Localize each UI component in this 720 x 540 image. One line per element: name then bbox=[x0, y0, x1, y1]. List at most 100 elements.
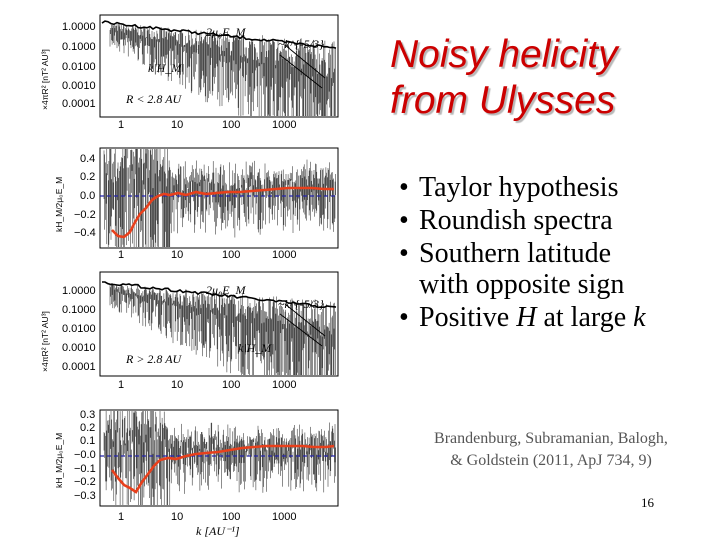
panel-2-ytick-1: 0.2 bbox=[80, 171, 95, 183]
panel-2-ytick-3: −0.2 bbox=[74, 209, 96, 221]
bullet-list: • Taylor hypothesis • Roundish spectra • So… bbox=[399, 172, 714, 335]
bullet-dot-icon: • bbox=[399, 205, 409, 236]
panel-3-em-label: 2μ₀E_M bbox=[206, 283, 247, 297]
bullet-dot-icon: • bbox=[399, 238, 409, 269]
panel-4-xlabel: k [AU⁻¹] bbox=[196, 524, 240, 538]
panel-3-ytick-2: 0.0100 bbox=[62, 323, 96, 335]
panel-4-ytick-2: 0.1 bbox=[80, 435, 95, 447]
panel-energy-north: 1.0000 0.1000 0.0100 0.0010 0.0001 1 10 … bbox=[40, 271, 339, 391]
panel-3-noise bbox=[109, 283, 336, 375]
figure-svg: 1.0000 0.1000 0.0100 0.0010 0.0001 1 10 … bbox=[40, 14, 339, 538]
panel-helicity-south: 0.4 0.2 0.0 −0.2 −0.4 1 10 100 1000 kH_M… bbox=[54, 147, 339, 261]
panel-3-ytick-1: 0.1000 bbox=[62, 304, 96, 316]
panel-3-xtick-2: 100 bbox=[222, 379, 240, 391]
panel-1-xtick-1: 10 bbox=[171, 119, 183, 131]
panel-1-ytick-3: 0.0010 bbox=[62, 80, 96, 92]
panel-1-ytick-4: 0.0001 bbox=[62, 98, 96, 110]
bullet-text: Taylor hypothesis bbox=[419, 172, 619, 203]
title-line-1: Noisy helicity bbox=[390, 33, 618, 76]
panel-4-xtick-3: 1000 bbox=[272, 511, 296, 523]
title-line-2: from Ulysses bbox=[390, 79, 616, 122]
panel-2-frame bbox=[99, 147, 339, 249]
panel-1-slope-line-b bbox=[279, 54, 323, 89]
bullet-item: • Roundish spectra bbox=[399, 205, 714, 236]
panel-4-ytick-0: 0.3 bbox=[80, 409, 95, 421]
panel-4-xtick-0: 1 bbox=[118, 511, 124, 523]
panel-1-ytick-2: 0.0100 bbox=[62, 61, 96, 73]
bullet-text-mid: at large bbox=[536, 302, 634, 333]
bullet-dot-icon: • bbox=[399, 172, 409, 203]
bullet-item: • Positive H at large k bbox=[399, 302, 714, 333]
panel-2-xtick-2: 100 bbox=[222, 249, 240, 261]
noise-trace bbox=[109, 283, 336, 375]
panel-1-frame bbox=[99, 14, 339, 118]
panel-4-noise bbox=[103, 411, 336, 505]
panel-2-xtick-1: 10 bbox=[171, 249, 183, 261]
panel-1-em-line bbox=[101, 20, 337, 49]
bullet-dot-icon: • bbox=[399, 302, 409, 333]
citation: Brandenburg, Subramanian, Balogh, & Gold… bbox=[415, 428, 687, 472]
panel-2-noise bbox=[103, 149, 336, 247]
panel-1-hm-label: k|H_M| bbox=[148, 61, 185, 75]
panel-4-binned-line bbox=[110, 444, 335, 494]
panel-energy-south: 1.0000 0.1000 0.0100 0.0010 0.0001 1 10 … bbox=[40, 14, 339, 131]
bullet-symbol-h: H bbox=[516, 302, 537, 333]
panel-3-hm-label: k|H_M| bbox=[238, 341, 275, 355]
panel-2-xtick-0: 1 bbox=[118, 249, 124, 261]
panel-1-xtick-0: 1 bbox=[118, 119, 124, 131]
citation-line-2: & Goldstein (2011, ApJ 734, 9) bbox=[450, 452, 652, 469]
panel-2-binned-line bbox=[111, 186, 334, 239]
panel-3-xtick-3: 1000 bbox=[272, 379, 296, 391]
panel-4-ytick-1: 0.2 bbox=[80, 422, 95, 434]
panel-2-ytick-0: 0.4 bbox=[80, 153, 95, 165]
panel-4-ytick-4: −0.1 bbox=[74, 463, 96, 475]
bullet-item: • Taylor hypothesis bbox=[399, 172, 714, 203]
panel-4-frame bbox=[99, 409, 339, 507]
panel-3-slope-label: ~k^{-5/3} bbox=[278, 297, 324, 311]
panel-4-ytick-3: −0.0 bbox=[74, 449, 96, 461]
panel-3-ylabel: ×4πR² [nT² AU³] bbox=[40, 311, 50, 372]
panel-3-region-label: R > 2.8 AU bbox=[125, 352, 183, 366]
panel-3-slope-line-b bbox=[279, 313, 323, 347]
panel-3-ytick-4: 0.0001 bbox=[62, 361, 96, 373]
panel-3-xtick-1: 10 bbox=[171, 379, 183, 391]
bullet-symbol-k: k bbox=[633, 302, 646, 333]
noise-trace bbox=[109, 24, 336, 116]
bullet-text: Roundish spectra bbox=[419, 205, 613, 236]
panel-1-em-label: 2μ₀E_M bbox=[206, 25, 247, 39]
panel-1-xtick-3: 1000 bbox=[272, 119, 296, 131]
bullet-text: Positive bbox=[419, 302, 517, 333]
panel-1-slope-line-a bbox=[284, 44, 326, 79]
panel-3-ytick-3: 0.0010 bbox=[62, 342, 96, 354]
panel-4-ylabel: kH_M/2μ₀E_M bbox=[54, 433, 64, 488]
panel-3-slope-line-a bbox=[284, 303, 326, 337]
bullet-text-continued: with opposite sign bbox=[419, 269, 625, 300]
panel-1-slope-label: ~k^{-5/3} bbox=[278, 37, 324, 51]
panel-2-ytick-2: 0.0 bbox=[80, 190, 95, 202]
panel-3-em-line bbox=[102, 281, 337, 309]
noise-trace bbox=[103, 149, 336, 247]
panel-3-xtick-0: 1 bbox=[118, 379, 124, 391]
bullet-item: • Southern latitude with opposite sign bbox=[399, 238, 714, 300]
panel-1-noise bbox=[109, 24, 336, 116]
panel-1-ylabel: ×4πR² [nT² AU³] bbox=[40, 49, 50, 110]
panel-1-ytick-0: 1.0000 bbox=[62, 21, 96, 33]
panel-4-xtick-1: 10 bbox=[171, 511, 183, 523]
panel-helicity-north: 0.3 0.2 0.1 −0.0 −0.1 −0.2 −0.3 1 10 100… bbox=[54, 409, 339, 538]
noise-trace bbox=[103, 411, 336, 505]
ulysses-figure: 1.0000 0.1000 0.0100 0.0010 0.0001 1 10 … bbox=[0, 0, 340, 540]
panel-1-xtick-2: 100 bbox=[222, 119, 240, 131]
panel-3-ytick-0: 1.0000 bbox=[62, 285, 96, 297]
panel-4-ytick-5: −0.2 bbox=[74, 476, 96, 488]
panel-4-ytick-6: −0.3 bbox=[74, 490, 96, 502]
panel-1-ytick-1: 0.1000 bbox=[62, 41, 96, 53]
panel-1-region-label: R < 2.8 AU bbox=[125, 92, 183, 106]
panel-3-frame bbox=[99, 271, 339, 377]
citation-line-1: Brandenburg, Subramanian, Balogh, bbox=[434, 430, 668, 447]
panel-2-ytick-4: −0.4 bbox=[74, 227, 96, 239]
bullet-text: Southern latitude bbox=[419, 238, 612, 269]
panel-2-ylabel: kH_M/2μ₀E_M bbox=[54, 177, 64, 232]
page-number: 16 bbox=[641, 495, 654, 510]
slide-title: Noisy helicity from Ulysses bbox=[390, 32, 710, 124]
panel-2-xtick-3: 1000 bbox=[272, 249, 296, 261]
